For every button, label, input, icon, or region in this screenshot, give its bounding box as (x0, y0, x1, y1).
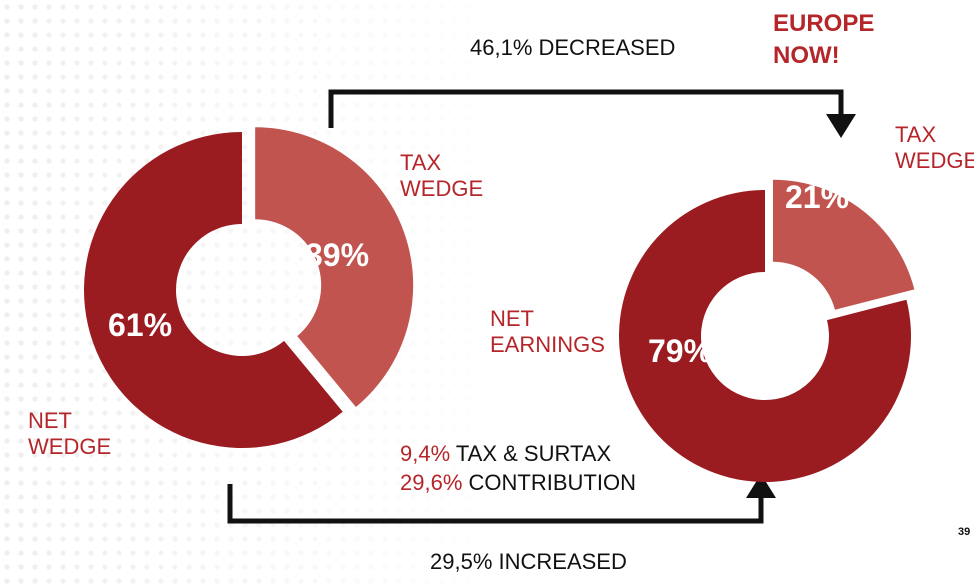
pie-slice (772, 179, 915, 310)
value-label: 79% (648, 333, 713, 369)
annotation: 9,4% TAX & SURTAX (400, 440, 611, 468)
value-label: 61% (108, 307, 173, 343)
arrow-line (328, 89, 844, 128)
value-label: 39% (305, 237, 370, 273)
annotation: TAX & SURTAX (455, 441, 612, 466)
pie-slice (618, 190, 911, 482)
category-label: NET EARNINGS (490, 306, 605, 357)
dot-fade (0, 0, 520, 588)
arrow-head (826, 114, 856, 138)
pie-slice (255, 127, 414, 407)
annotation: EUROPE NOW! (773, 10, 875, 69)
category-label: NET WEDGE (28, 408, 112, 459)
value-label: 21% (785, 179, 850, 215)
category-label: TAX WEDGE (400, 150, 484, 201)
annotation: 39 (958, 526, 971, 538)
pie-slice (83, 132, 343, 448)
arrow-head (746, 474, 776, 498)
annotation: CONTRIBUTION (468, 470, 636, 495)
arrow-line (227, 484, 764, 524)
annotation: 29,6% CONTRIBUTION (400, 469, 636, 497)
annotation: 46,1% DECREASED (470, 35, 676, 60)
annotation: 9,4% (400, 441, 451, 466)
category-label: TAX WEDGE (895, 122, 974, 173)
annotation: 29,6% (400, 470, 463, 495)
annotation: 29,5% INCREASED (430, 549, 627, 574)
